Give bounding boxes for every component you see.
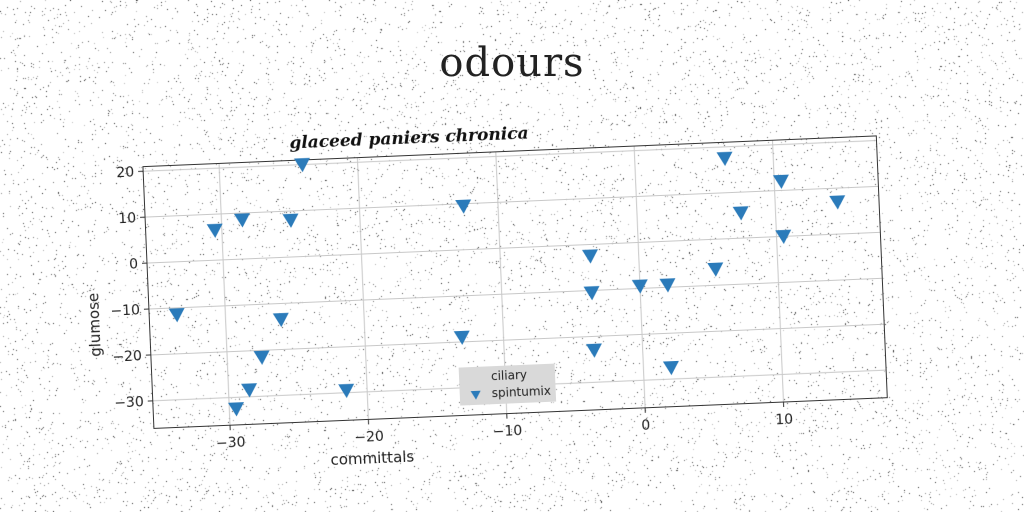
x-tick-label: −20: [354, 429, 384, 446]
data-point: [455, 199, 472, 214]
y-axis-label: glumose: [84, 292, 105, 357]
data-point: [775, 229, 792, 245]
x-tick-label: −10: [492, 423, 522, 440]
y-axis-ticks: −30 −20 −10 0 10 20: [110, 165, 153, 411]
data-point: [716, 151, 733, 166]
grid-line-y: [145, 185, 879, 218]
chart-svg: glaceed paniers chronica −30 −20 −10 0 10 −3…: [84, 123, 888, 469]
x-tick-label: −30: [216, 435, 246, 452]
data-point: [583, 286, 600, 301]
grid-line-x: [218, 163, 231, 426]
data-point: [338, 383, 355, 399]
grid-line-y: [148, 277, 883, 310]
y-tick-label: −20: [112, 348, 142, 365]
x-axis-label: committals: [330, 448, 415, 469]
data-point: [772, 174, 789, 189]
data-point: [241, 383, 258, 398]
grid-line-y: [146, 231, 881, 264]
grid-line-y: [150, 323, 885, 356]
x-tick-label: 0: [641, 418, 651, 434]
y-tick-label: −10: [110, 302, 140, 319]
data-point: [732, 206, 749, 221]
grid-line-x: [772, 140, 784, 403]
x-axis-ticks: −30 −20 −10 0 10: [216, 402, 793, 452]
data-point: [233, 213, 250, 228]
legend: ciliary spintumix: [458, 363, 557, 406]
data-point: [206, 223, 223, 238]
plot-frame: [142, 135, 888, 429]
scatter-chart: glaceed paniers chronica −30 −20 −10 0 10 −3…: [73, 83, 917, 477]
grid-line-y: [143, 139, 877, 172]
data-point: [659, 278, 676, 293]
data-point: [453, 330, 470, 345]
y-tick-label: 10: [118, 211, 136, 228]
chart-title: glaceed paniers chronica: [289, 123, 529, 153]
data-point: [707, 262, 724, 277]
legend-label-ciliary: ciliary: [491, 368, 528, 383]
legend-marker-spintumix: [470, 390, 481, 400]
data-point: [585, 343, 602, 358]
grid-line-x: [633, 146, 646, 408]
legend-box: [458, 363, 557, 406]
data-point: [581, 249, 598, 264]
grid-line-x: [356, 157, 369, 420]
x-tick-label: 10: [775, 412, 793, 429]
y-tick-label: −30: [114, 394, 144, 411]
y-tick-label: 20: [116, 165, 134, 182]
figure-title: odours: [439, 40, 585, 86]
y-tick-label: 0: [129, 256, 139, 272]
data-point: [294, 157, 310, 173]
grid-lines: [143, 139, 887, 426]
data-point: [272, 312, 289, 328]
data-point: [662, 360, 679, 376]
data-point: [228, 402, 244, 417]
data-point: [829, 195, 846, 210]
data-point: [631, 279, 648, 294]
legend-label-spintumix: spintumix: [491, 384, 551, 400]
data-point: [168, 308, 185, 323]
data-points: [168, 151, 846, 417]
data-point: [282, 213, 299, 228]
data-point: [253, 350, 270, 365]
